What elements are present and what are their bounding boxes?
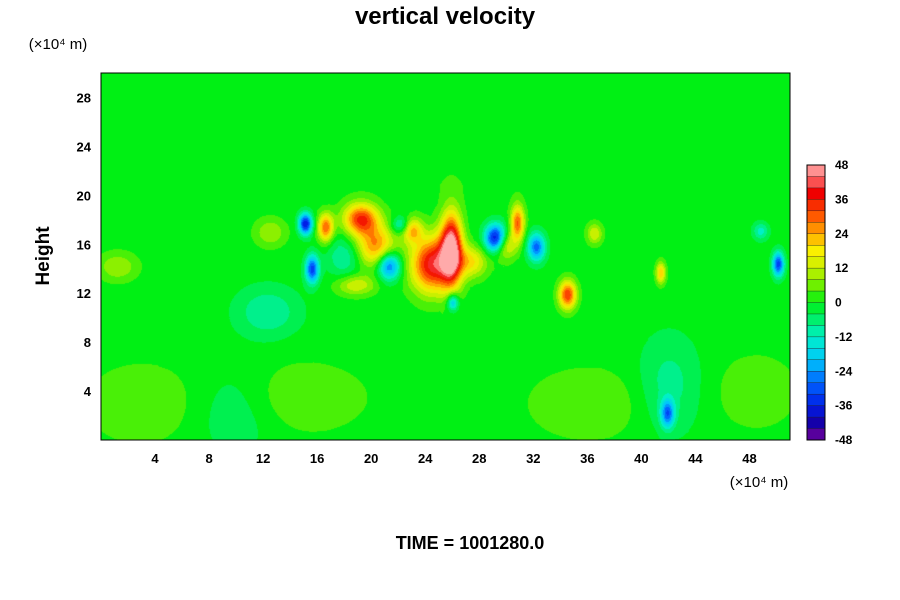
x-tick-label: 48: [742, 451, 756, 466]
y-tick-label: 4: [84, 384, 92, 399]
x-tick-labels: 4 8 12 16 20 24 28 32 36 40 44 48: [151, 451, 756, 466]
y-tick-label: 24: [77, 139, 92, 154]
colorbar-swatch: [806, 313, 826, 326]
y-axis-unit: (×10⁴ m): [29, 36, 88, 53]
colorbar-swatch: [806, 325, 826, 338]
y-axis-label: Height: [33, 226, 54, 286]
x-tick-label: 12: [256, 451, 270, 466]
colorbar-swatch: [806, 245, 826, 258]
x-tick-label: 44: [688, 451, 703, 466]
colorbar-swatch: [806, 393, 826, 407]
x-tick-label: 16: [310, 451, 324, 466]
colorbar-tick-labels: 48 36 24 12 0 -12 -24 -36 -48: [835, 158, 853, 447]
y-tick-label: 16: [77, 237, 91, 252]
colorbar-swatch: [806, 371, 826, 384]
colorbar: [806, 164, 826, 441]
colorbar-swatch: [806, 290, 826, 303]
colorbar-swatch: [806, 222, 826, 235]
x-axis-unit: (×10⁴ m): [730, 474, 789, 491]
colorbar-tick-label: 24: [835, 227, 849, 241]
y-tick-label: 20: [77, 188, 91, 203]
x-tick-label: 24: [418, 451, 433, 466]
colorbar-frame: [806, 164, 826, 441]
x-tick-label: 8: [205, 451, 212, 466]
x-tick-label: 28: [472, 451, 486, 466]
colorbar-tick-label: -12: [835, 330, 853, 344]
colorbar-swatch: [806, 302, 826, 315]
y-tick-label: 28: [77, 90, 91, 105]
y-tick-label: 12: [77, 286, 91, 301]
colorbar-swatch: [806, 164, 826, 177]
colorbar-swatch: [806, 416, 826, 430]
x-tick-label: 20: [364, 451, 378, 466]
colorbar-swatch: [806, 405, 826, 418]
colorbar-swatch: [806, 428, 826, 441]
x-tick-label: 36: [580, 451, 594, 466]
colorbar-swatch: [806, 199, 826, 212]
colorbar-tick-label: 0: [835, 296, 842, 310]
colorbar-tick-label: -36: [835, 399, 853, 413]
x-tick-label: 4: [151, 451, 159, 466]
colorbar-swatch: [806, 359, 826, 372]
colorbar-tick-label: 12: [835, 261, 849, 275]
colorbar-tick-label: 36: [835, 192, 849, 206]
chart-title: vertical velocity: [355, 3, 536, 30]
colorbar-swatch: [806, 382, 826, 395]
colorbar-swatch: [806, 176, 826, 189]
colorbar-swatch: [806, 233, 826, 246]
y-tick-label: 8: [84, 335, 91, 350]
colorbar-tick-label: -24: [835, 364, 853, 378]
colorbar-swatch: [806, 267, 826, 281]
colorbar-swatch: [806, 336, 826, 349]
x-tick-label: 32: [526, 451, 540, 466]
heatmap-image: [101, 73, 790, 440]
plot-area: [100, 72, 791, 441]
colorbar-swatch: [806, 187, 826, 200]
colorbar-swatch: [806, 256, 826, 269]
colorbar-swatch: [806, 279, 826, 292]
x-tick-label: 40: [634, 451, 648, 466]
colorbar-swatch: [806, 210, 826, 223]
colorbar-tick-label: -48: [835, 433, 853, 447]
plot-frame: [100, 72, 791, 441]
colorbar-swatch: [806, 348, 826, 361]
y-tick-labels: 4 8 12 16 20 24 28: [77, 90, 92, 399]
time-label: TIME = 1001280.0: [396, 533, 545, 553]
colorbar-tick-label: 48: [835, 158, 849, 172]
